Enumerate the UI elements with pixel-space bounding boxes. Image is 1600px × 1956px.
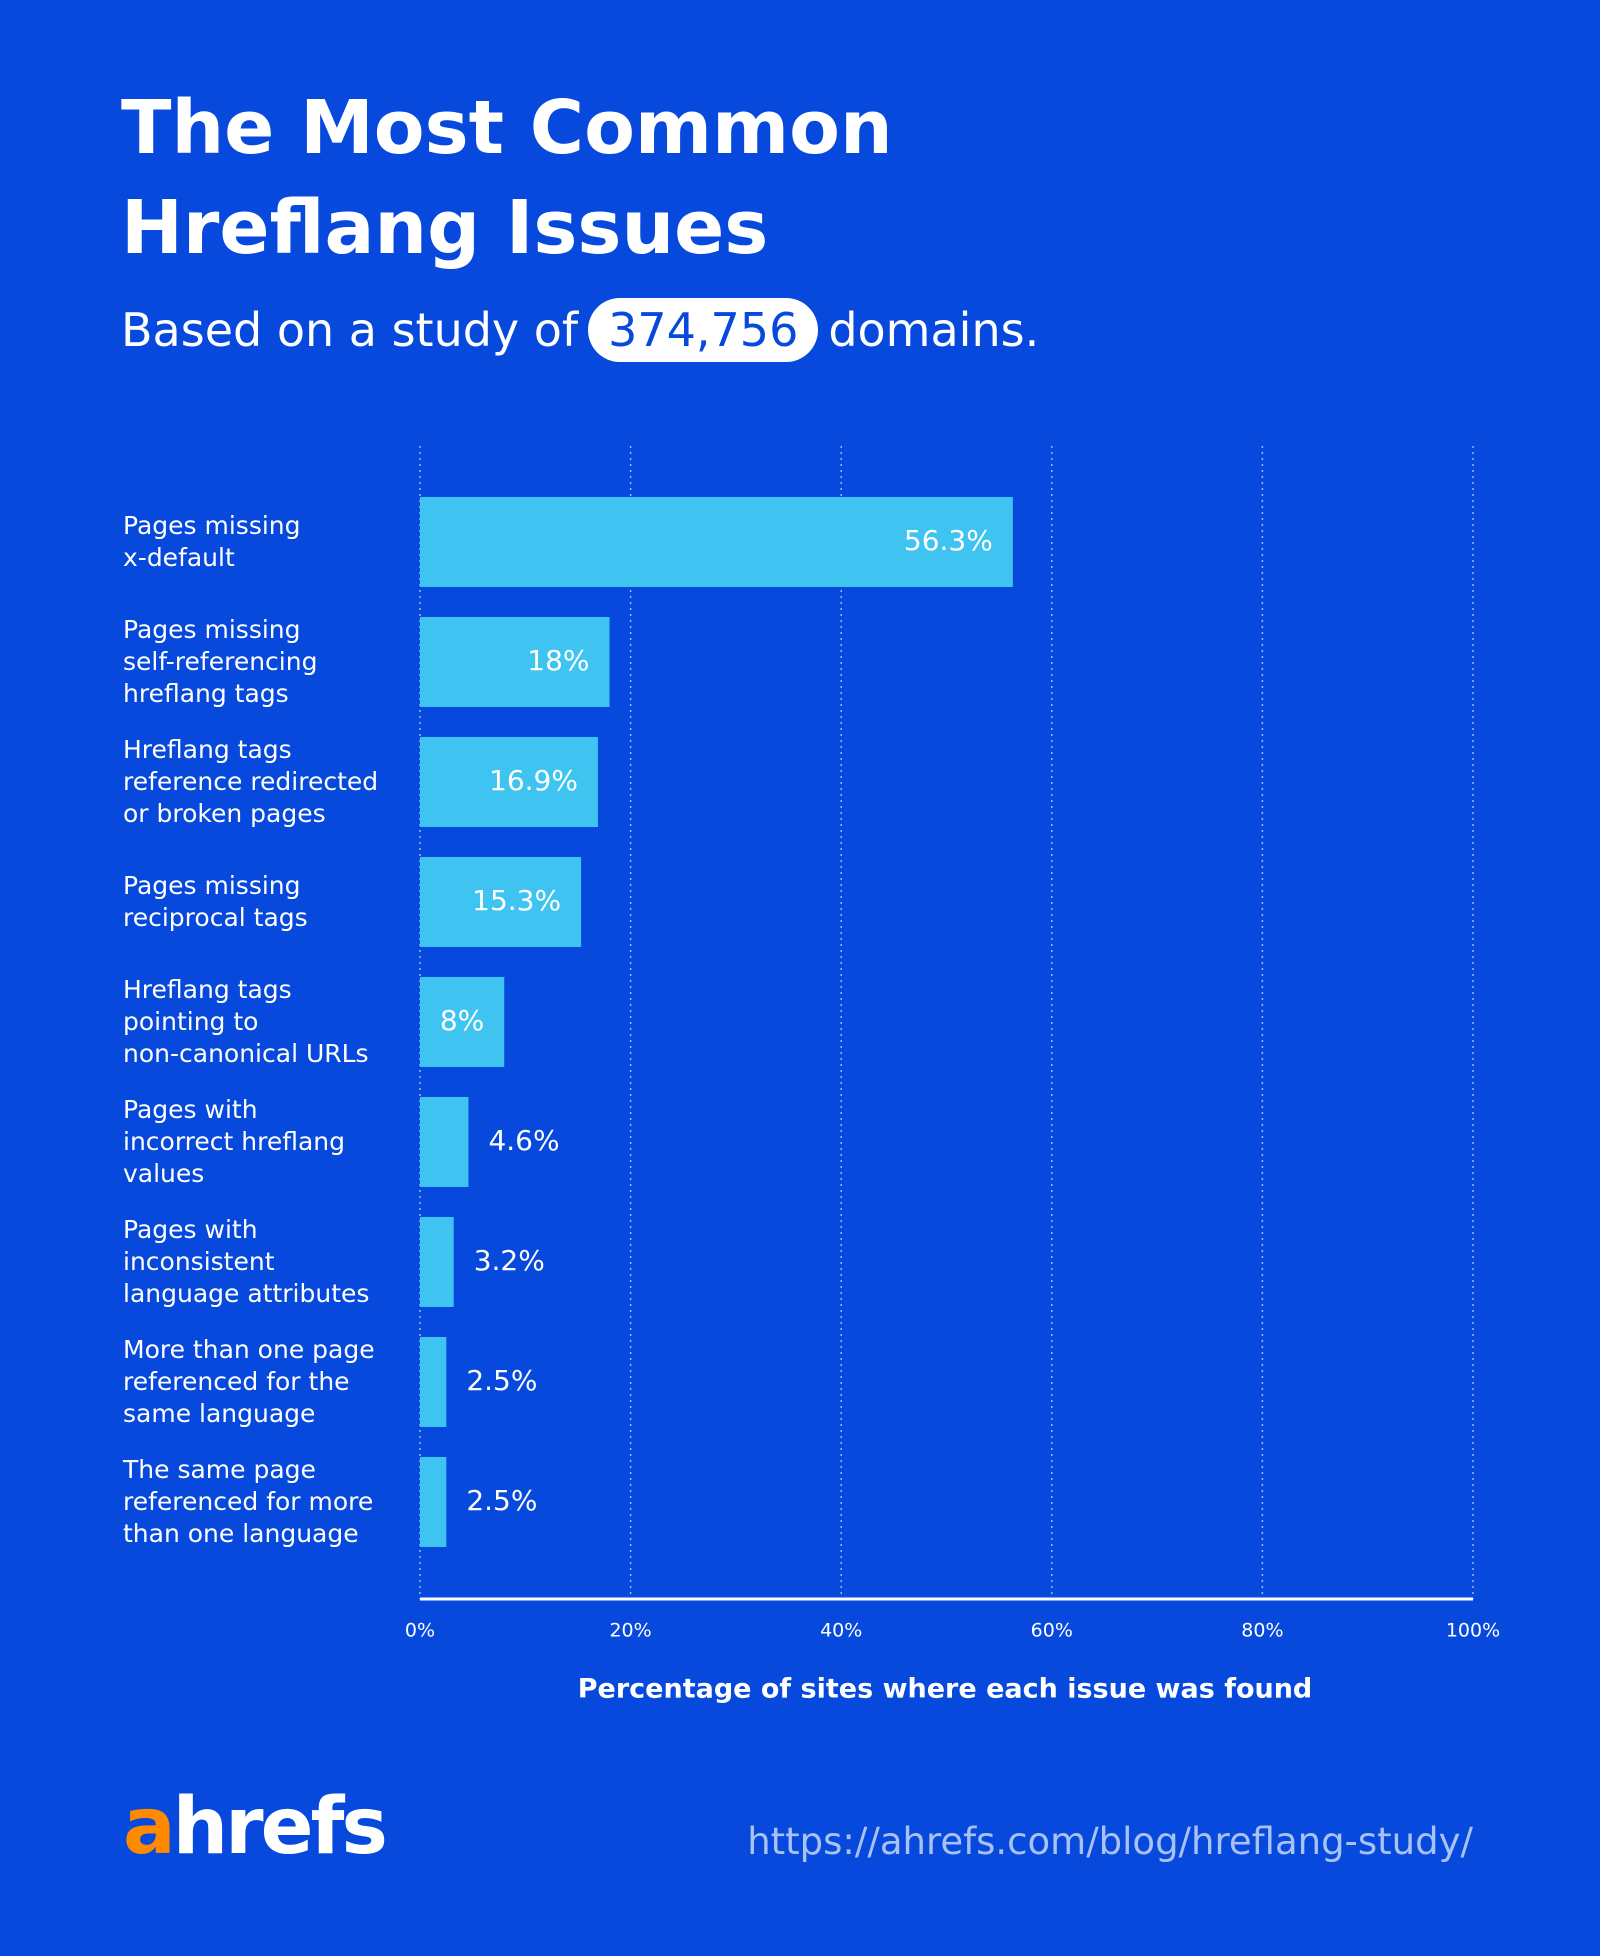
value-label: 4.6% (488, 1124, 559, 1157)
x-tick-label: 20% (609, 1620, 651, 1642)
value-label: 3.2% (474, 1244, 545, 1277)
x-tick-label: 40% (820, 1620, 862, 1642)
x-tick-label: 0% (405, 1620, 435, 1642)
bar (420, 1097, 469, 1187)
chart-title: The Most Common Hreflang Issues (121, 85, 893, 271)
subtitle-text: Based on a study of (121, 303, 579, 357)
logo: ahrefs (123, 1782, 388, 1872)
bar (420, 1217, 454, 1307)
x-tick-label: 80% (1241, 1620, 1283, 1642)
highlight-pill: 374,756 (588, 298, 819, 362)
subtitle: Based on a study of 374,756 domains. (121, 298, 1039, 362)
subtitle-text: domains. (828, 303, 1040, 357)
x-axis-title: Percentage of sites where each issue was… (578, 1674, 1313, 1705)
category-label: Pages missing x-default (123, 511, 301, 572)
value-label: 2.5% (466, 1364, 537, 1397)
category-label: Pages with inconsistent language attribu… (123, 1215, 370, 1308)
value-label: 8% (440, 1004, 484, 1037)
value-label: 56.3% (904, 524, 993, 557)
bar (420, 737, 598, 827)
value-label: 15.3% (472, 884, 561, 917)
category-label: More than one page referenced for the sa… (123, 1335, 375, 1428)
bar (420, 857, 582, 947)
category-label: Hreflang tags reference redirected or br… (123, 735, 379, 828)
logo-accent: a (123, 1782, 176, 1872)
category-label: Hreflang tags pointing to non-canonical … (123, 975, 369, 1068)
value-label: 2.5% (466, 1484, 537, 1517)
x-tick-label: 60% (1031, 1620, 1073, 1642)
bar (420, 617, 610, 707)
bar (420, 1337, 447, 1427)
logo-text: hrefs (172, 1782, 388, 1872)
bar (420, 977, 505, 1067)
category-label: Pages missing self-referencing hreflang … (123, 615, 318, 708)
bar (420, 497, 1013, 587)
category-label: The same page referenced for more than o… (123, 1455, 374, 1548)
category-label: Pages with incorrect hreflang values (123, 1095, 346, 1188)
bar (420, 1457, 447, 1547)
x-tick-label: 100% (1446, 1620, 1500, 1642)
value-label: 18% (527, 644, 589, 677)
value-label: 16.9% (489, 764, 578, 797)
category-label: Pages missing reciprocal tags (123, 871, 308, 932)
source-url: https://ahrefs.com/blog/hreflang-study/ (747, 1820, 1473, 1863)
